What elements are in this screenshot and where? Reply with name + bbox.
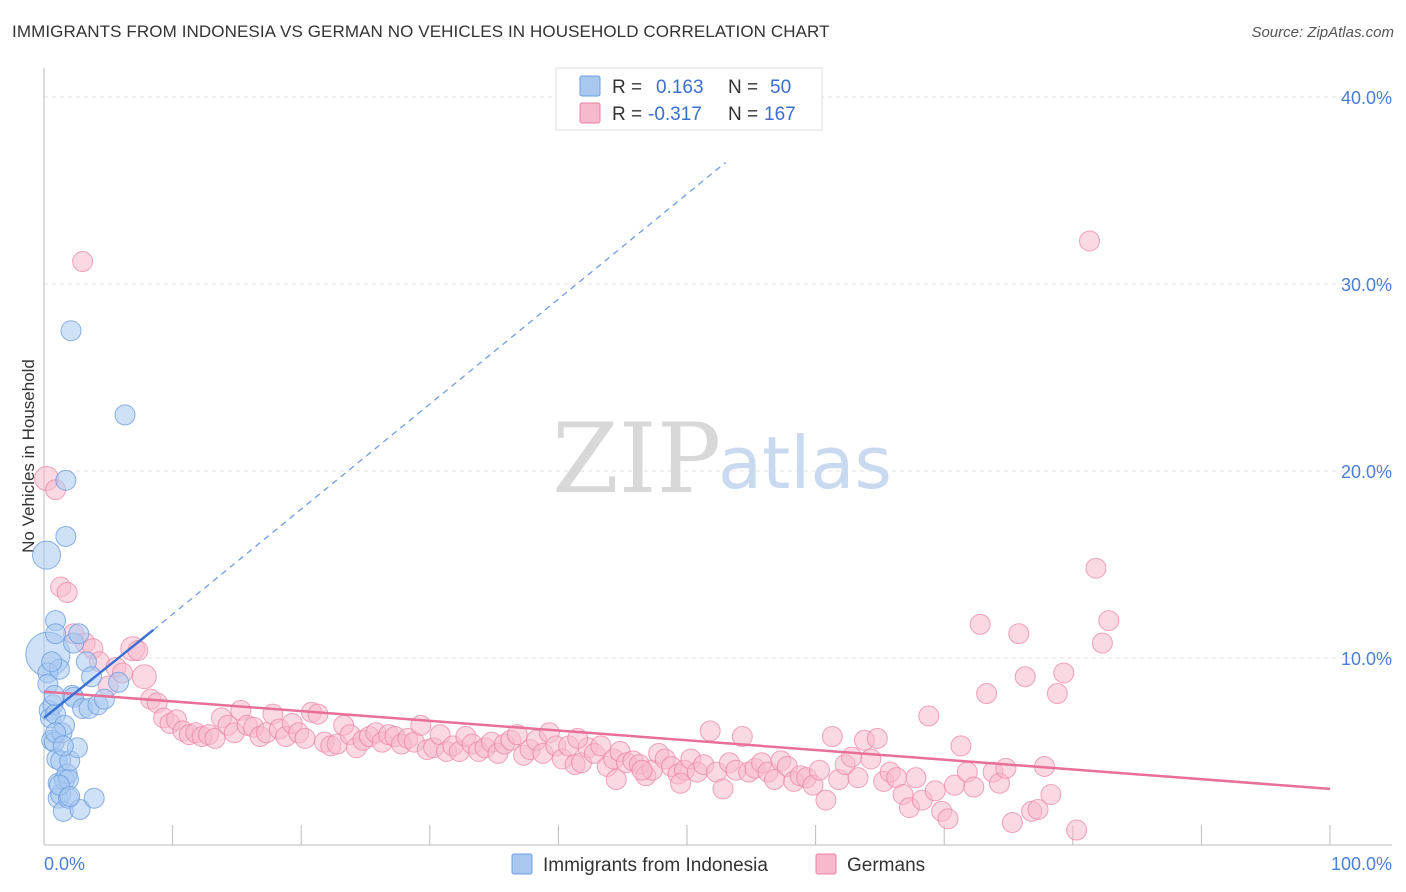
point-germans-159 xyxy=(1079,230,1101,252)
point-germans-165 xyxy=(631,759,653,781)
trend-line-germans xyxy=(43,690,1331,791)
point-germans-121 xyxy=(821,726,843,748)
legend-n-value-2: 167 xyxy=(764,104,796,125)
point-germans-5 xyxy=(72,251,94,273)
trend-line-indonesia-extension xyxy=(152,161,726,631)
x-tick-label-min: 0.0% xyxy=(44,854,85,874)
point-germans-136 xyxy=(918,705,940,727)
y-axis-label: No Vehicles in Household xyxy=(19,359,38,553)
point-indonesia-48 xyxy=(43,684,65,706)
legend-r-label-1: R = xyxy=(612,77,642,98)
point-germans-148 xyxy=(995,757,1017,779)
legend-swatch-pink xyxy=(579,102,601,124)
series-germans xyxy=(34,230,1120,841)
legend-r-value-1: 0.163 xyxy=(656,77,704,98)
point-germans-162 xyxy=(1098,610,1120,632)
point-indonesia-40 xyxy=(93,688,115,710)
point-germans-157 xyxy=(1053,662,1075,684)
x-tick-label-max: 100.0% xyxy=(1331,854,1392,874)
legend-r-label-2: R = xyxy=(612,104,642,125)
point-germans-166 xyxy=(670,772,692,794)
point-germans-125 xyxy=(847,767,869,789)
chart-title: IMMIGRANTS FROM INDONESIA VS GERMAN NO V… xyxy=(12,22,830,41)
legend-swatch-blue xyxy=(579,75,601,97)
legend-n-label-2: N = xyxy=(728,104,758,125)
point-germans-119 xyxy=(808,759,830,781)
point-germans-160 xyxy=(1085,557,1107,579)
point-germans-72 xyxy=(506,724,528,746)
point-indonesia-41 xyxy=(108,671,130,693)
legend-series: Immigrants from Indonesia Germans xyxy=(511,853,925,876)
point-germans-134 xyxy=(905,767,927,789)
point-germans-139 xyxy=(937,808,959,830)
watermark-atlas: atlas xyxy=(718,421,892,505)
point-germans-85 xyxy=(590,735,612,757)
legend-series-label-germans: Germans xyxy=(847,855,925,876)
point-germans-161 xyxy=(1091,632,1113,654)
point-germans-120 xyxy=(815,789,837,811)
point-germans-57 xyxy=(410,714,432,736)
point-indonesia-22 xyxy=(55,469,77,491)
point-germans-25 xyxy=(204,727,226,749)
point-indonesia-33 xyxy=(68,623,90,645)
point-germans-151 xyxy=(1014,666,1036,688)
point-indonesia-38 xyxy=(83,787,105,809)
legend-stats: R = 0.163 N = 50 R = -0.317 N = 167 xyxy=(555,67,823,131)
point-germans-127 xyxy=(860,748,882,770)
point-indonesia-42 xyxy=(114,404,136,426)
point-germans-102 xyxy=(699,720,721,742)
point-germans-141 xyxy=(950,735,972,757)
point-germans-144 xyxy=(969,613,991,635)
point-indonesia-10 xyxy=(45,623,67,645)
watermark-zip: ZIP xyxy=(552,403,721,515)
point-germans-3 xyxy=(56,582,78,604)
x-tick-labels: 0.0% 100.0% xyxy=(44,854,1392,874)
series-indonesia xyxy=(25,320,136,822)
point-indonesia-46 xyxy=(52,735,74,757)
y-tick-label-2: 30.0% xyxy=(1341,275,1392,295)
legend-series-label-indonesia: Immigrants from Indonesia xyxy=(543,855,768,876)
point-germans-137 xyxy=(924,780,946,802)
point-germans-14 xyxy=(131,664,157,690)
y-tick-label-3: 40.0% xyxy=(1341,88,1392,108)
point-germans-104 xyxy=(712,778,734,800)
legend-series-swatch-indonesia xyxy=(511,853,533,875)
point-germans-128 xyxy=(866,727,888,749)
point-germans-124 xyxy=(841,746,863,768)
legend-series-swatch-germans xyxy=(815,853,837,875)
point-germans-164 xyxy=(605,769,627,791)
legend-n-value-1: 50 xyxy=(770,77,791,98)
point-germans-149 xyxy=(1001,812,1023,834)
point-indonesia-49 xyxy=(81,666,103,688)
source-label: Source: ZipAtlas.com xyxy=(1251,24,1394,41)
point-indonesia-47 xyxy=(59,785,81,807)
point-germans-145 xyxy=(976,683,998,705)
point-germans-107 xyxy=(731,726,753,748)
grid-lines xyxy=(44,96,1392,659)
legend-n-label-1: N = xyxy=(728,77,758,98)
point-germans-150 xyxy=(1008,623,1030,645)
legend-r-value-2: -0.317 xyxy=(648,104,702,125)
point-indonesia-23 xyxy=(55,525,77,547)
trend-line-indonesia xyxy=(43,628,155,719)
point-indonesia-45 xyxy=(41,651,63,673)
trend-lines xyxy=(43,161,1331,791)
point-germans-155 xyxy=(1040,784,1062,806)
watermark: ZIP atlas xyxy=(552,403,892,515)
y-tick-labels: 10.0% 20.0% 30.0% 40.0% xyxy=(1341,88,1392,669)
point-indonesia-0 xyxy=(32,540,62,570)
point-germans-156 xyxy=(1046,683,1068,705)
point-indonesia-28 xyxy=(60,320,82,342)
point-germans-158 xyxy=(1066,819,1088,841)
point-germans-143 xyxy=(963,776,985,798)
y-tick-label-0: 10.0% xyxy=(1341,649,1392,669)
y-tick-label-1: 20.0% xyxy=(1341,462,1392,482)
point-germans-153 xyxy=(1027,798,1049,820)
point-germans-39 xyxy=(294,727,316,749)
